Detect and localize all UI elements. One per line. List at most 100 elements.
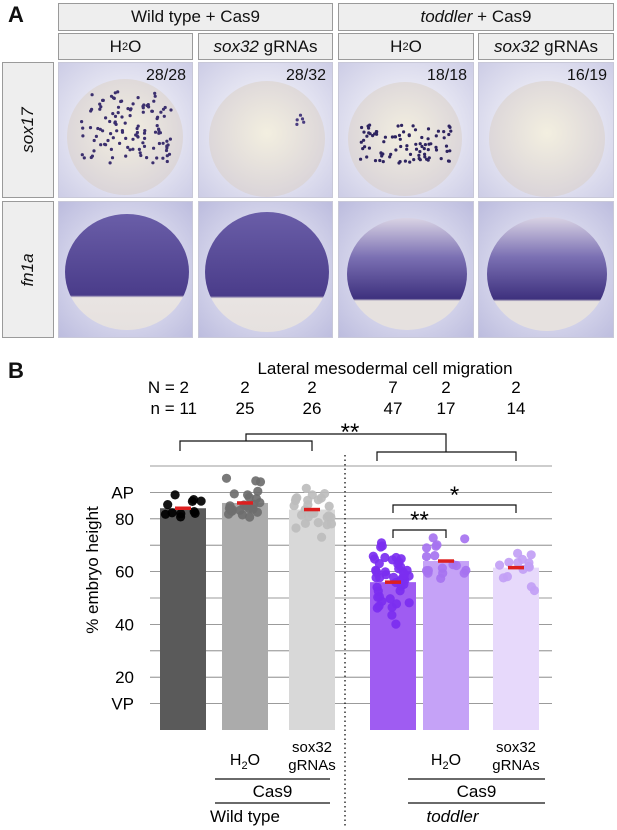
stained-nucleus: [96, 126, 100, 131]
chart-title: Lateral mesodermal cell migration: [257, 359, 512, 378]
stained-nucleus: [153, 94, 157, 98]
stained-nucleus: [375, 130, 379, 134]
bar: [289, 509, 335, 730]
panel-b-label: B: [8, 358, 24, 383]
ratio-label: 28/28: [145, 67, 186, 84]
stained-nucleus: [448, 149, 452, 153]
stained-nucleus: [442, 136, 446, 140]
stained-nucleus: [89, 155, 93, 160]
stained-nucleus: [116, 90, 120, 94]
stained-nucleus: [113, 120, 117, 124]
stained-nucleus: [116, 111, 120, 115]
stained-nucleus: [446, 159, 451, 163]
stained-nucleus: [381, 160, 385, 164]
stained-nucleus: [373, 159, 378, 163]
stained-nucleus: [165, 159, 169, 164]
stained-nucleus: [405, 144, 409, 148]
stained-nucleus: [113, 91, 117, 95]
stained-nucleus: [300, 117, 305, 121]
data-point: [253, 486, 263, 496]
data-point: [432, 540, 442, 550]
stained-nucleus: [407, 133, 411, 137]
data-point: [371, 573, 381, 583]
data-point: [430, 551, 440, 561]
row-label-fn1a: fn1a: [2, 201, 54, 338]
stained-nucleus: [383, 135, 387, 139]
data-point: [373, 592, 383, 602]
stained-nucleus: [389, 152, 393, 156]
data-point: [461, 565, 471, 576]
stained-nucleus: [366, 124, 370, 128]
data-point: [389, 572, 399, 583]
data-point: [243, 490, 253, 500]
data-point: [422, 543, 432, 553]
stained-nucleus: [362, 130, 366, 134]
stained-nucleus: [81, 126, 85, 130]
stained-nucleus: [403, 159, 407, 163]
stained-nucleus: [115, 129, 119, 133]
stained-nucleus: [161, 141, 165, 145]
data-point: [229, 489, 239, 499]
stained-nucleus: [151, 161, 155, 165]
cond-text: O: [128, 36, 142, 56]
data-point: [498, 573, 508, 583]
stained-nucleus: [141, 106, 145, 110]
data-point: [296, 510, 307, 520]
stained-nucleus: [426, 148, 430, 152]
significance-bracket-groups: [245, 433, 447, 452]
stained-nucleus: [402, 130, 406, 134]
stained-nucleus: [153, 130, 158, 134]
data-point: [326, 519, 337, 529]
stained-nucleus: [136, 96, 140, 100]
stained-nucleus: [359, 157, 363, 161]
data-point: [324, 501, 334, 511]
stained-nucleus: [363, 145, 367, 149]
data-point: [189, 507, 199, 517]
bar: [222, 502, 268, 730]
stained-nucleus: [109, 147, 113, 151]
stained-nucleus: [124, 136, 128, 140]
data-point: [372, 603, 382, 613]
cond-text: H: [390, 36, 403, 56]
condition-header-wt-sox32: sox32 gRNAs: [198, 33, 333, 60]
stained-nucleus: [157, 127, 161, 131]
data-point: [291, 523, 301, 533]
group-bracket-wild-type: [179, 440, 313, 451]
data-point: [526, 550, 536, 560]
data-point: [380, 552, 390, 563]
stained-nucleus: [426, 158, 430, 162]
stained-nucleus: [359, 140, 363, 144]
stained-nucleus: [378, 158, 382, 163]
stained-nucleus: [418, 158, 422, 162]
x-sublabel: sox32: [496, 739, 536, 756]
significance-bracket-groups-label: **: [341, 419, 360, 446]
stained-nucleus: [444, 144, 449, 148]
stained-nucleus: [142, 103, 146, 107]
data-point: [423, 568, 433, 578]
group-bracket-toddler: [376, 451, 517, 461]
stained-nucleus: [90, 93, 94, 97]
stained-nucleus: [106, 138, 110, 143]
stained-nucleus: [439, 157, 443, 161]
stained-nucleus: [434, 134, 438, 138]
stained-nucleus: [420, 144, 424, 149]
data-point: [313, 518, 323, 528]
stained-nucleus: [80, 120, 84, 124]
stained-nucleus: [169, 108, 173, 112]
data-point: [421, 551, 432, 562]
stained-nucleus: [390, 135, 394, 139]
data-point: [289, 501, 299, 511]
stained-nucleus: [135, 130, 139, 135]
embryo-image: [339, 202, 473, 337]
stained-nucleus: [152, 146, 156, 150]
stained-nucleus: [302, 120, 306, 124]
micrograph-fn1a-tod-h2o: [338, 201, 474, 338]
stained-nucleus: [434, 145, 438, 149]
data-point: [196, 496, 206, 506]
embryo-image: [199, 63, 332, 197]
stained-nucleus: [165, 139, 169, 143]
group-header-toddler: toddler + Cas9: [338, 3, 614, 31]
data-point: [513, 558, 523, 568]
